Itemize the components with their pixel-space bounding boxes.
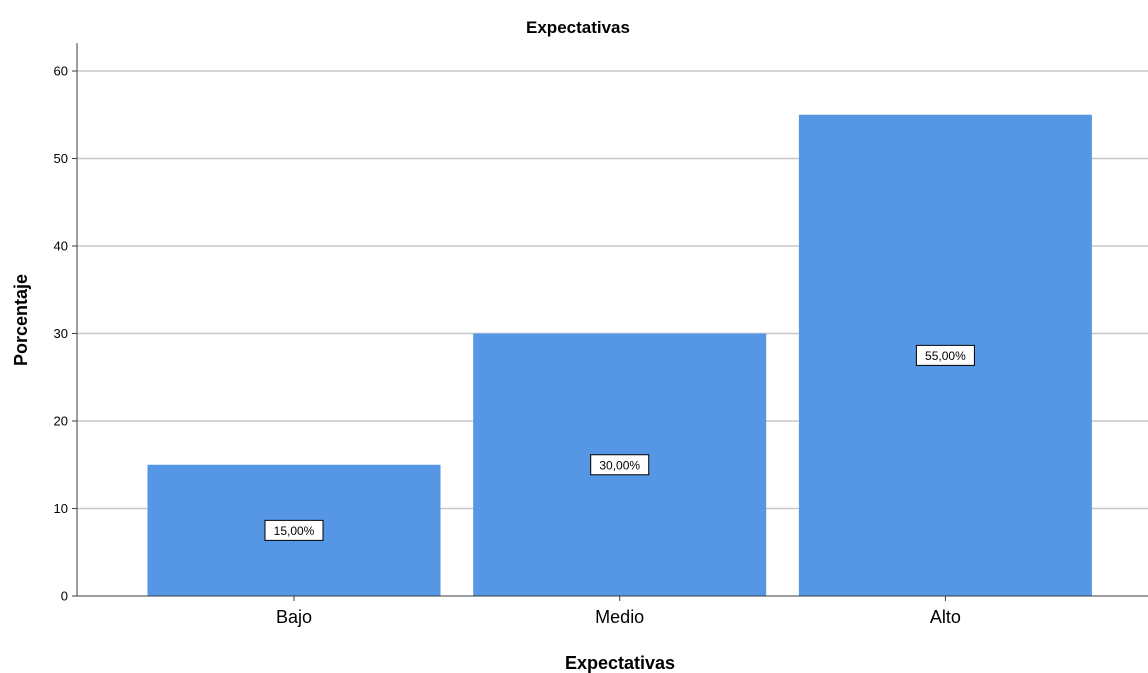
y-axis-title: Porcentaje [11, 274, 31, 366]
y-tick-label: 60 [54, 64, 68, 79]
y-tick-label: 0 [61, 589, 68, 604]
x-tick-label: Alto [930, 607, 961, 627]
x-tick-label: Bajo [276, 607, 312, 627]
x-tick-labels: Bajo Medio Alto [276, 596, 961, 627]
data-label-box [915, 344, 975, 366]
y-tick-label: 50 [54, 151, 68, 166]
axes [76, 43, 1148, 597]
data-label-box [590, 454, 650, 476]
y-tick-label: 30 [54, 326, 68, 341]
y-tick-labels: 0 10 20 30 40 50 60 [54, 64, 68, 604]
data-label-box [264, 519, 324, 541]
chart-title: Expectativas [526, 18, 630, 37]
x-axis-title: Expectativas [565, 653, 675, 673]
data-label: 30,00% [599, 458, 640, 472]
x-tick-label: Medio [595, 607, 644, 627]
data-label: 55,00% [925, 349, 966, 363]
data-labels: 15,00% 30,00% 55,00% [264, 344, 975, 541]
y-tick-label: 40 [54, 239, 68, 254]
y-tick-label: 10 [54, 501, 68, 516]
y-tick-label: 20 [54, 414, 68, 429]
data-label: 15,00% [274, 524, 315, 538]
